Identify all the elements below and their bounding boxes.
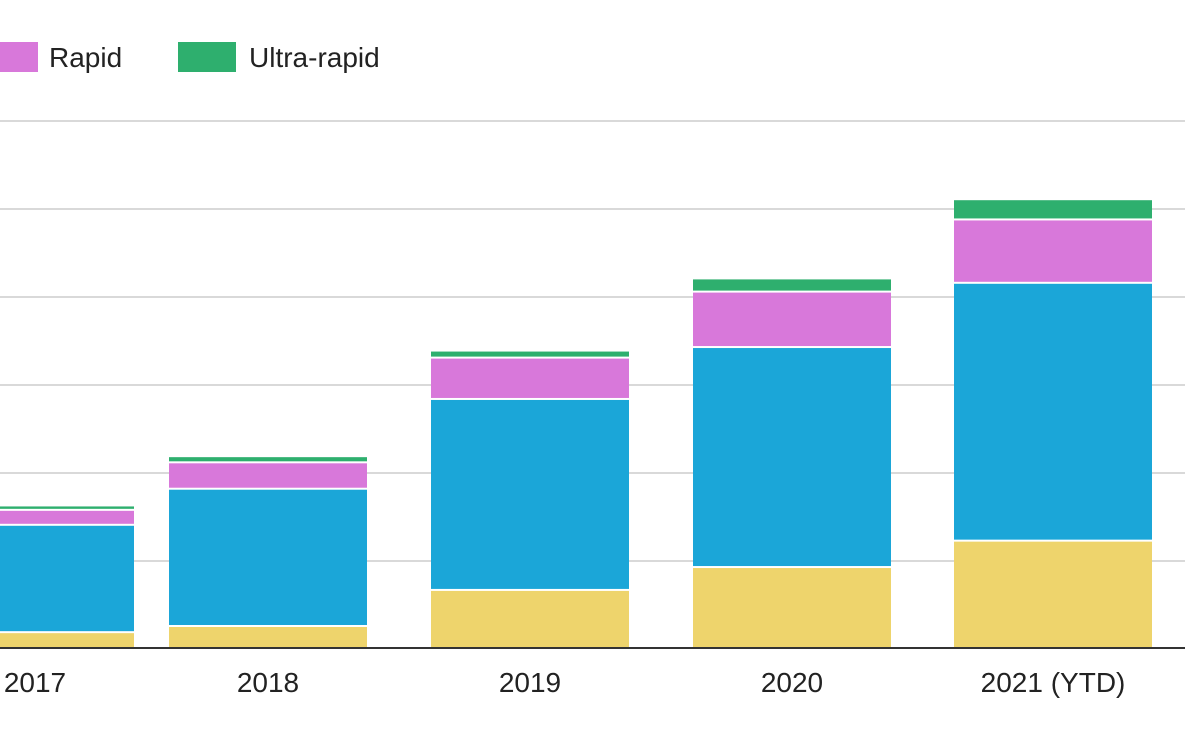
bar-segment-ultra-rapid-2018	[169, 457, 367, 462]
bar-segment-s1-2020	[693, 568, 891, 647]
bars	[0, 200, 1152, 647]
x-tick-label: 2017	[4, 667, 66, 698]
x-tick-label: 2018	[237, 667, 299, 698]
bar-segment-rapid-2021-YTD	[954, 220, 1152, 282]
legend-swatch-rapid	[0, 42, 38, 72]
bar-segment-s2-2019	[431, 399, 629, 589]
bar-segment-ultra-rapid-2019	[431, 351, 629, 357]
legend: Rapid Ultra-rapid	[0, 42, 380, 73]
bar-segment-rapid-2020	[693, 292, 891, 347]
bar-segment-ultra-rapid-2020	[693, 279, 891, 291]
bar-segment-s2-2020	[693, 348, 891, 567]
x-tick-label: 2020	[761, 667, 823, 698]
bar-segment-s1-2017	[0, 633, 134, 647]
bar-segment-s1-2021-YTD	[954, 541, 1152, 647]
x-tick-label: 2021 (YTD)	[981, 667, 1126, 698]
legend-label-ultra-rapid: Ultra-rapid	[249, 42, 380, 73]
bar-segment-ultra-rapid-2021-YTD	[954, 200, 1152, 219]
legend-label-rapid: Rapid	[49, 42, 122, 73]
bar-segment-ultra-rapid-2017	[0, 506, 134, 509]
bar-segment-rapid-2019	[431, 358, 629, 398]
x-tick-label: 2019	[499, 667, 561, 698]
bar-segment-s2-2018	[169, 489, 367, 625]
x-tick-labels: 2017 2018 2019 2020 2021 (YTD)	[4, 667, 1126, 698]
bar-segment-s2-2021-YTD	[954, 283, 1152, 540]
legend-swatch-ultra-rapid	[178, 42, 236, 72]
bar-segment-rapid-2018	[169, 463, 367, 488]
bar-segment-rapid-2017	[0, 510, 134, 524]
bar-segment-s2-2017	[0, 525, 134, 632]
bar-segment-s1-2019	[431, 590, 629, 647]
bar-segment-s1-2018	[169, 627, 367, 647]
